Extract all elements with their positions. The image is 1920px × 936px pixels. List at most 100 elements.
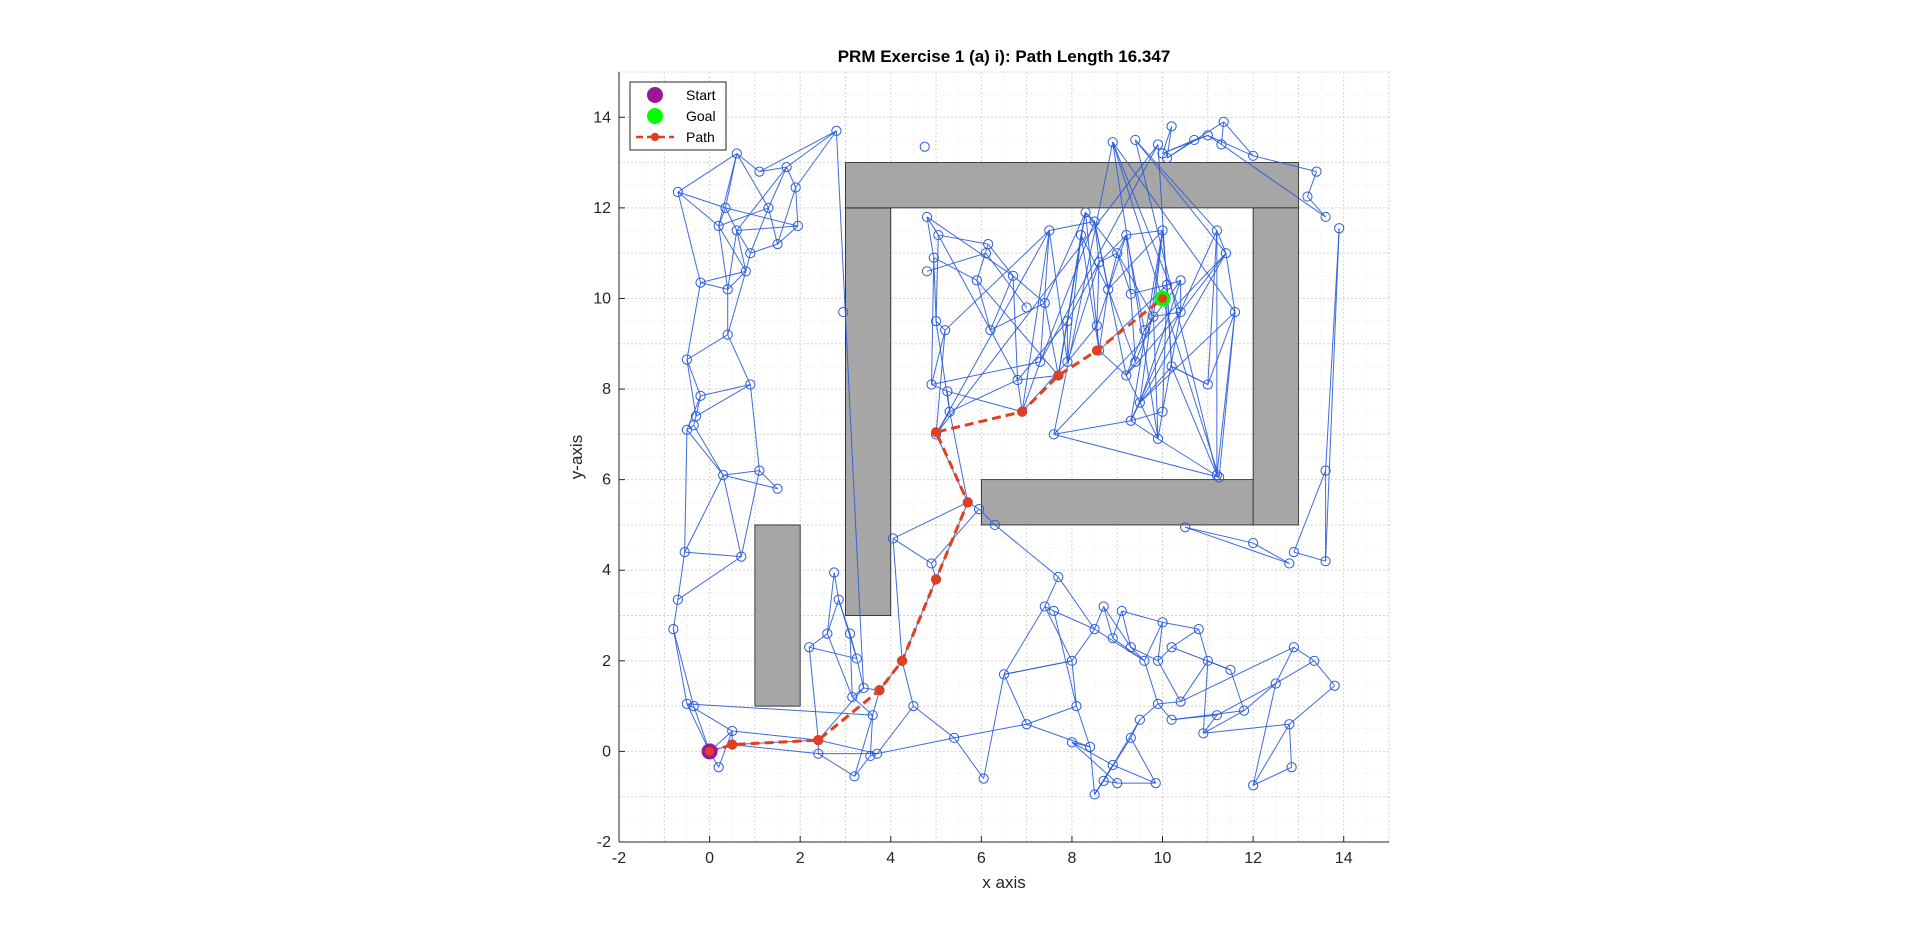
roadmap-node	[1103, 284, 1114, 295]
roadmap-edge	[1107, 289, 1136, 363]
start-goal-markers	[701, 290, 1171, 760]
roadmap-edge	[1252, 723, 1290, 786]
roadmap-edge	[938, 234, 989, 245]
roadmap-edge	[1094, 606, 1105, 630]
tick-marks	[618, 116, 1345, 843]
roadmap-node	[980, 248, 991, 259]
roadmap-node	[679, 547, 690, 558]
roadmap-node	[865, 750, 876, 762]
roadmap-node	[1112, 248, 1123, 259]
roadmap-edge	[1053, 252, 1227, 435]
roadmap-edge	[1252, 683, 1277, 786]
y-tick-label: 0	[602, 743, 611, 760]
roadmap-edge	[1053, 142, 1114, 435]
roadmap-edge	[849, 633, 853, 698]
roadmap-node	[1139, 655, 1150, 666]
roadmap-edge	[732, 730, 819, 741]
roadmap-node	[1062, 356, 1073, 367]
roadmap-node	[1166, 714, 1177, 725]
roadmap-edge	[826, 599, 840, 634]
roadmap-edge	[913, 705, 955, 739]
legend-path-dot	[650, 132, 660, 142]
roadmap-edge	[987, 243, 1014, 277]
roadmap-edge	[1071, 741, 1113, 766]
roadmap-edge	[1139, 311, 1236, 404]
roadmap-edge	[718, 207, 769, 227]
roadmap-node	[1139, 325, 1150, 336]
roadmap-edge	[732, 744, 819, 755]
roadmap-edge	[1116, 234, 1127, 254]
roadmap-node	[681, 698, 693, 709]
roadmap-edge	[944, 230, 1050, 331]
roadmap-node	[1053, 571, 1064, 583]
roadmap-node	[1284, 719, 1295, 730]
roadmap-node	[844, 628, 856, 639]
roadmap-edge	[1053, 420, 1131, 435]
roadmap-node	[831, 125, 842, 136]
x-tick-labels: -2 0 2 4 6 8 10 12 14	[612, 850, 1353, 867]
roadmap-node	[971, 275, 982, 286]
roadmap-edge	[1166, 126, 1173, 159]
roadmap-edge	[1098, 289, 1109, 351]
roadmap-edge	[1044, 212, 1086, 304]
roadmap-edge	[1012, 275, 1046, 304]
roadmap-node	[858, 682, 869, 694]
roadmap-node	[1089, 789, 1100, 800]
roadmap-node	[1125, 642, 1136, 653]
roadmap-node	[713, 220, 724, 232]
roadmap-edge	[722, 475, 742, 557]
roadmap-node	[1121, 370, 1132, 381]
x-axis-label: x axis	[982, 873, 1025, 892]
roadmap-node	[940, 325, 951, 336]
path-point	[1091, 345, 1102, 356]
roadmap-node	[1284, 558, 1295, 569]
roadmap-edge	[693, 425, 724, 476]
roadmap-edge	[1075, 705, 1091, 748]
roadmap-edge	[1098, 234, 1127, 263]
roadmap-node	[1084, 741, 1096, 752]
roadmap-edge	[1139, 230, 1164, 403]
roadmap-edge	[1116, 252, 1154, 317]
path-point	[931, 427, 942, 438]
roadmap-node	[926, 379, 937, 390]
roadmap-edge	[686, 282, 702, 360]
roadmap-edge	[723, 470, 760, 476]
roadmap-node	[745, 248, 756, 259]
roadmap-node	[1166, 121, 1177, 132]
legend-entries: Start Goal Path	[636, 87, 716, 145]
roadmap-edge	[1003, 660, 1073, 675]
roadmap-edge	[736, 225, 798, 232]
roadmap-edge	[732, 739, 819, 746]
legend-label: Goal	[686, 108, 716, 124]
roadmap-node	[740, 266, 751, 277]
roadmap-edge	[1096, 234, 1127, 326]
roadmap-edge	[718, 225, 729, 290]
roadmap-node	[688, 701, 699, 712]
roadmap-node	[1229, 306, 1241, 318]
roadmap-edge	[1203, 723, 1290, 734]
roadmap-edge	[1021, 361, 1041, 412]
roadmap-node	[695, 277, 706, 288]
roadmap-edge	[1171, 710, 1245, 721]
roadmap-node	[720, 202, 731, 213]
roadmap-edge	[736, 230, 747, 272]
roadmap-edge	[1116, 253, 1132, 295]
roadmap-edge	[1180, 252, 1227, 313]
roadmap-node	[1048, 605, 1059, 617]
roadmap-node	[1152, 698, 1164, 709]
roadmap-edge	[1180, 660, 1209, 702]
roadmap-edge	[851, 687, 864, 698]
roadmap-node	[1248, 537, 1259, 549]
roadmap-edge	[1162, 621, 1199, 630]
roadmap-node	[1021, 302, 1032, 313]
roadmap-node	[978, 773, 989, 784]
roadmap-edge	[1026, 723, 1091, 748]
legend: Start Goal Path	[629, 81, 727, 151]
roadmap-node	[1311, 166, 1322, 177]
roadmap-edge	[724, 207, 738, 231]
roadmap-edge	[901, 660, 914, 707]
roadmap-node	[713, 762, 724, 773]
roadmap-node	[1148, 311, 1159, 322]
obstacle-rect	[1252, 207, 1299, 526]
roadmap-edge	[1288, 724, 1293, 768]
